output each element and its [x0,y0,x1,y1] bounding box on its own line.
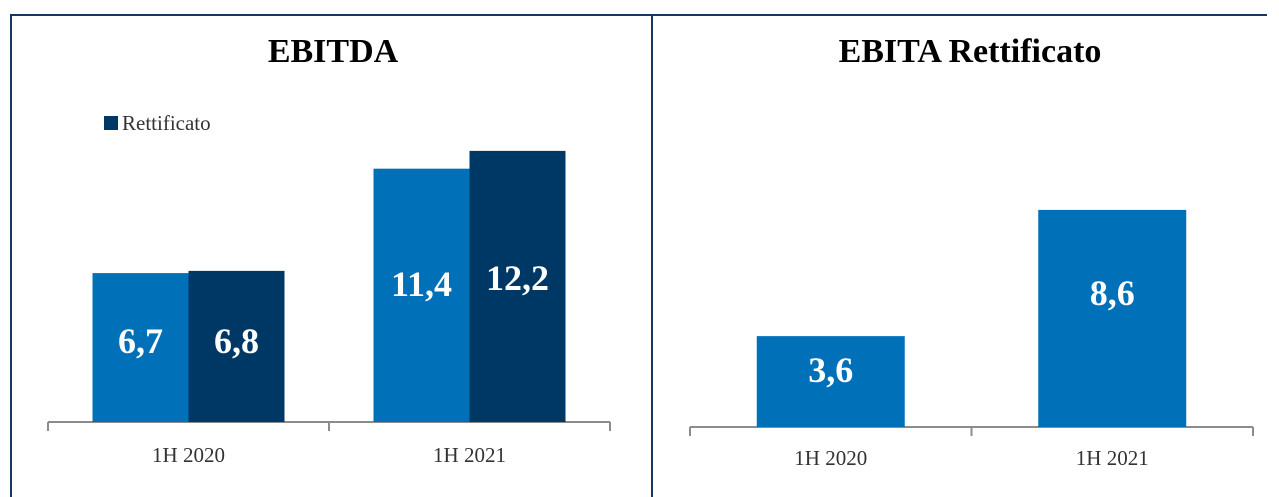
x-tick-label: 1H 2021 [1076,446,1149,470]
bar [1038,209,1187,427]
data-label: 6,7 [118,321,163,361]
data-label: 12,2 [486,258,549,298]
data-label: 8,6 [1090,273,1135,313]
bar [469,150,566,422]
data-label: 3,6 [808,350,853,390]
legend-label-rettificato: Rettificato [122,111,211,135]
bar [373,168,470,422]
x-tick-label: 1H 2020 [794,446,867,470]
ebitda-chart: EBITDA Rettificato 1H 2020 6,7 6,8 1H 2021 1… [47,33,611,467]
x-tick-label: 1H 2021 [433,443,506,467]
bar [92,273,189,422]
frame-top-border [10,14,1267,16]
legend-swatch-rettificato [104,116,118,130]
data-label: 11,4 [391,264,452,304]
data-label: 6,8 [214,321,259,361]
x-tick-label: 1H 2020 [152,443,225,467]
frame-left-border [10,14,12,497]
ebitda-legend: Rettificato [104,111,211,135]
frame-divider [651,14,653,497]
bar [188,270,285,422]
ebitda-chart-title: EBITDA [268,33,399,70]
ebita-rettificato-chart-title: EBITA Rettificato [839,33,1102,70]
ebita-rettificato-chart: EBITA Rettificato 1H 2020 3,6 1H 2021 8,6 [689,33,1254,470]
bar [756,336,905,427]
